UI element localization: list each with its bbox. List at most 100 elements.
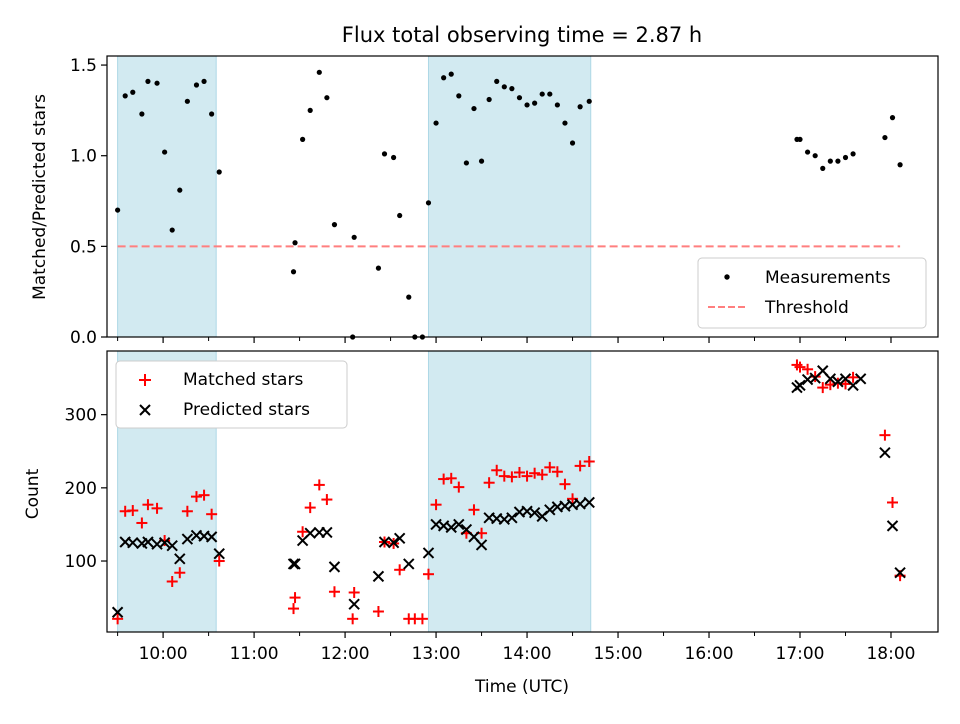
predicted-star-point — [166, 539, 178, 552]
predicted-star-point — [158, 537, 171, 549]
matched-star-point — [559, 478, 571, 490]
measurement-point — [177, 187, 183, 193]
matched-star-point — [847, 371, 859, 383]
predicted-star-point — [422, 547, 435, 559]
matched-star-point — [181, 505, 193, 517]
chart-title: Flux total observing time = 2.87 h — [342, 23, 702, 47]
matched-star-point — [521, 470, 533, 482]
matched-star-point — [372, 606, 384, 618]
measurement-point — [842, 154, 849, 161]
measurement-point — [201, 78, 207, 84]
x-tick-label: 13:00 — [412, 644, 461, 664]
x-tick-label: 15:00 — [594, 644, 643, 664]
matched-star-point — [583, 455, 595, 467]
shaded-interval — [117, 55, 217, 338]
matched-star-point — [297, 526, 309, 538]
bottom-panel: 100 200 300 10:00 11:00 12:00 13:00 14:00 15:00… — [23, 350, 939, 697]
legend-predicted-label: Predicted stars — [183, 400, 310, 420]
measurement-point — [331, 222, 338, 228]
measurement-point — [115, 207, 121, 213]
bottom-y-tick-label: 300 — [65, 406, 97, 426]
legend-predicted-marker — [139, 404, 151, 416]
measurement-point — [827, 158, 833, 164]
matched-star-point — [513, 466, 525, 478]
measurement-point — [478, 158, 485, 164]
measurement-point — [516, 95, 523, 101]
matched-star-point — [127, 505, 139, 517]
measurement-point — [569, 140, 576, 146]
matched-star-point — [198, 489, 210, 501]
measurement-point — [216, 169, 222, 175]
measurement-point — [835, 158, 841, 164]
measurement-point — [441, 75, 447, 81]
matched-star-point — [887, 496, 899, 508]
matched-star-point — [529, 467, 541, 479]
measurement-point — [397, 212, 403, 219]
legend-threshold-label: Threshold — [764, 298, 849, 318]
matched-star-point — [304, 502, 316, 514]
predicted-star-point — [378, 536, 391, 548]
matched-star-point — [574, 460, 586, 472]
matched-star-point — [328, 586, 340, 598]
bottom-y-axis-label: Count — [23, 468, 43, 519]
matched-star-point — [802, 363, 814, 375]
predicted-star-point — [894, 567, 906, 579]
x-tick-label: 17:00 — [776, 644, 825, 664]
measurement-point — [456, 93, 462, 99]
matched-star-point — [536, 469, 548, 481]
matched-star-point — [288, 603, 300, 615]
shaded-interval — [427, 350, 592, 633]
x-tick-label: 11:00 — [230, 644, 279, 664]
measurement-point — [425, 200, 432, 206]
measurement-point — [532, 100, 538, 106]
predicted-star-point — [832, 376, 844, 388]
measurement-point — [797, 136, 803, 142]
matched-star-point — [453, 481, 465, 493]
legend-measurement-marker — [724, 274, 730, 280]
matched-star-point — [430, 499, 442, 511]
measurement-point — [586, 98, 592, 104]
top-panel: 0.0 0.5 1.0 1.5 Matched/Predicted stars Mea… — [30, 55, 939, 348]
predicted-star-point — [879, 447, 891, 459]
measurement-point — [897, 162, 903, 168]
predicted-star-point — [854, 373, 867, 385]
predicted-star-point — [453, 518, 465, 531]
measurement-point — [471, 105, 477, 112]
predicted-star-point — [287, 558, 300, 570]
top-legend: Measurements Threshold — [697, 257, 927, 329]
shaded-interval — [427, 55, 592, 338]
matched-star-point — [506, 471, 518, 483]
matched-star-point — [416, 613, 428, 625]
measurement-point — [145, 78, 151, 84]
matched-star-point — [321, 494, 333, 506]
measurement-point — [130, 89, 136, 95]
matched-star-point — [422, 568, 434, 580]
measurement-point — [547, 91, 553, 97]
predicted-star-point — [445, 521, 457, 534]
measurement-point — [524, 102, 530, 108]
measurement-point — [162, 149, 168, 155]
matched-star-point — [817, 382, 829, 394]
predicted-star-point — [372, 570, 385, 583]
predicted-star-point — [475, 539, 488, 551]
measurement-point — [184, 98, 190, 104]
x-tick-label: 12:00 — [321, 644, 370, 664]
predicted-star-point — [574, 498, 586, 510]
legend-measurements-label: Measurements — [765, 268, 891, 288]
measurement-point — [324, 95, 330, 101]
predicted-star-point — [213, 547, 225, 560]
top-y-tick-label: 0.5 — [70, 237, 97, 257]
measurement-point — [509, 86, 515, 92]
matched-star-point — [483, 477, 495, 489]
matched-star-point — [347, 613, 359, 625]
measurement-point — [154, 80, 160, 86]
bottom-legend: Matched stars Predicted stars — [115, 360, 348, 429]
matched-star-point — [142, 499, 154, 511]
predicted-star-point — [886, 520, 899, 532]
top-y-tick-label: 0.0 — [70, 328, 97, 348]
x-tick-label: 14:00 — [503, 644, 552, 664]
measurement-point — [889, 115, 896, 121]
matched-star-point — [206, 508, 218, 520]
measurement-point — [501, 84, 507, 90]
